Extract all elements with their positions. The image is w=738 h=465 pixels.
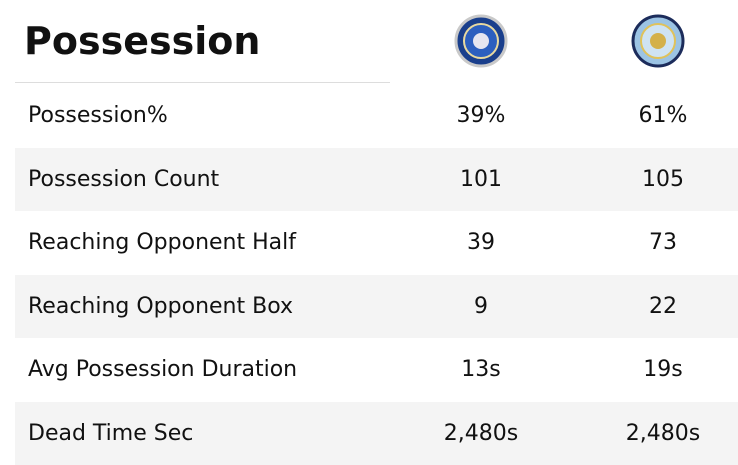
- stat-label: Reaching Opponent Half: [28, 211, 296, 275]
- away-team-logo: [631, 14, 685, 68]
- stat-row: Possession% 39% 61%: [15, 84, 738, 148]
- away-value: 61%: [583, 84, 738, 148]
- stat-label: Avg Possession Duration: [28, 338, 297, 402]
- stat-label: Dead Time Sec: [28, 402, 193, 465]
- home-team-logo: [454, 14, 508, 68]
- away-value: 19s: [583, 338, 738, 402]
- stat-row: Reaching Opponent Half 39 73: [15, 211, 738, 275]
- stat-label: Possession Count: [28, 148, 219, 212]
- away-value: 2,480s: [583, 402, 738, 465]
- stat-label: Possession%: [28, 84, 168, 148]
- home-value: 2,480s: [401, 402, 561, 465]
- title-rule: [15, 82, 390, 83]
- away-value: 73: [583, 211, 738, 275]
- away-value: 105: [583, 148, 738, 212]
- away-value: 22: [583, 275, 738, 339]
- stat-label: Reaching Opponent Box: [28, 275, 293, 339]
- stat-row: Avg Possession Duration 13s 19s: [15, 338, 738, 402]
- stat-row: Reaching Opponent Box 9 22: [15, 275, 738, 339]
- home-value: 101: [401, 148, 561, 212]
- home-value: 39%: [401, 84, 561, 148]
- home-value: 39: [401, 211, 561, 275]
- section-title: Possession: [24, 18, 260, 64]
- home-value: 13s: [401, 338, 561, 402]
- home-value: 9: [401, 275, 561, 339]
- stat-row: Dead Time Sec 2,480s 2,480s: [15, 402, 738, 465]
- stat-row: Possession Count 101 105: [15, 148, 738, 212]
